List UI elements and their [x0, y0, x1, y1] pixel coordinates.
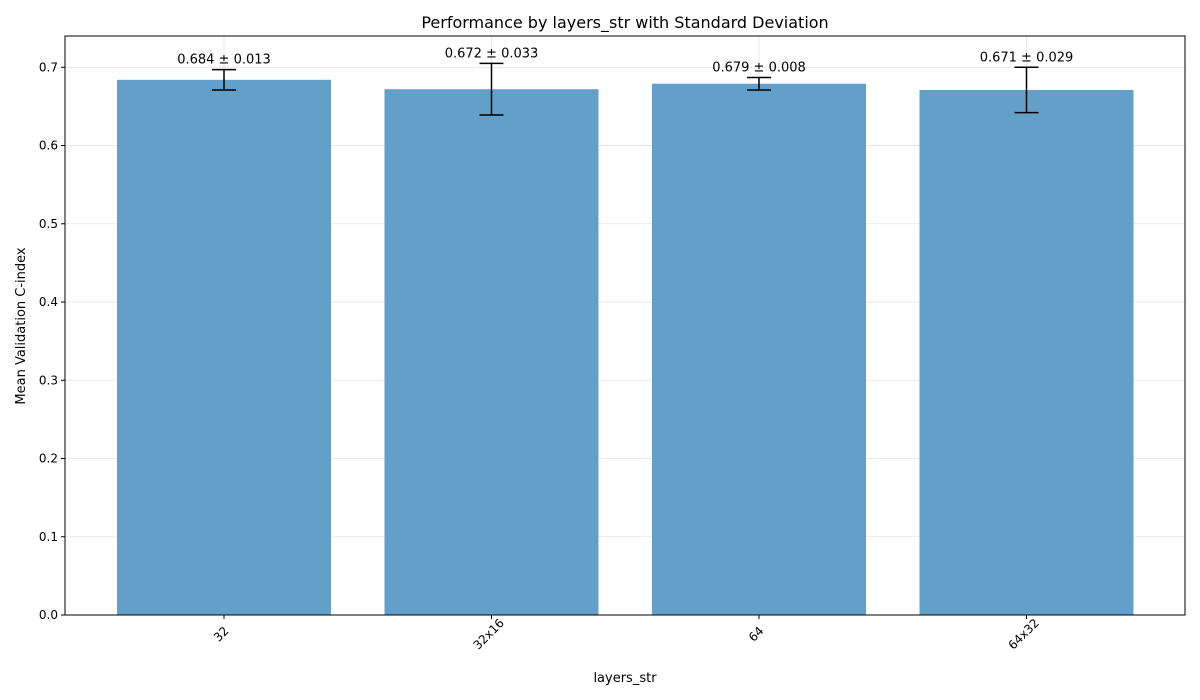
bar [117, 79, 331, 615]
bar-data-label: 0.679 ± 0.008 [712, 60, 806, 75]
y-tick-label: 0.1 [39, 530, 58, 544]
y-axis-label: Mean Validation C-index [14, 247, 29, 405]
x-tick-label: 32x16 [470, 616, 507, 653]
x-tick-label: 32 [211, 624, 232, 645]
bar [919, 89, 1134, 615]
x-axis-label: layers_str [593, 671, 657, 686]
y-tick-label: 0.4 [39, 295, 58, 309]
x-tick-label: 64x32 [1005, 616, 1042, 653]
bar [384, 89, 599, 616]
plot-frame [64, 35, 1186, 616]
bar [652, 83, 866, 615]
chart-title: Performance by layers_str with Standard … [421, 13, 828, 33]
data-labels: 0.684 ± 0.013 0.672 ± 0.033 0.679 ± 0.008 0… [177, 46, 1073, 75]
x-axis-ticks: 32 32x16 64 64x32 [211, 615, 1042, 652]
bars [117, 79, 1134, 616]
y-tick-label: 0.0 [39, 608, 58, 622]
bar-data-label: 0.684 ± 0.013 [177, 53, 271, 68]
x-tick-label: 64 [746, 624, 767, 645]
y-tick-label: 0.3 [39, 373, 58, 387]
y-tick-label: 0.7 [39, 60, 58, 74]
y-axis-ticks: 0.0 0.1 0.2 0.3 0.4 0.5 0.6 0.7 [39, 60, 65, 622]
error-bars [212, 62, 1039, 116]
bar-data-label: 0.671 ± 0.029 [980, 50, 1074, 65]
bar-data-label: 0.672 ± 0.033 [445, 46, 539, 61]
y-tick-label: 0.2 [39, 452, 58, 466]
y-tick-label: 0.6 [39, 139, 58, 153]
y-tick-label: 0.5 [39, 217, 58, 231]
